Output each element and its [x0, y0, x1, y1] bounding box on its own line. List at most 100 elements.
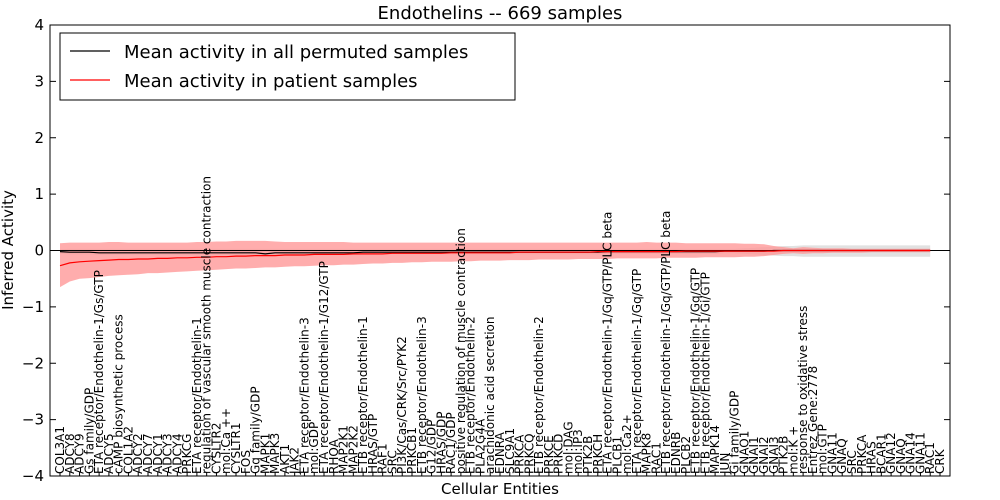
x-tick-label: regulation of vascular smooth muscle con… — [200, 176, 214, 474]
x-tick-label: PRKCD — [552, 434, 566, 474]
x-tick-label: ETA receptor/Endothelin-1/Gs/GTP — [92, 270, 106, 474]
x-axis-label: Cellular Entities — [441, 480, 559, 498]
x-tick-label: Gi family/GDP — [728, 391, 742, 474]
x-tick-label: FOS — [239, 450, 253, 474]
x-tick-label: mol:IP3 — [571, 429, 585, 474]
legend-frame — [59, 32, 516, 101]
x-tick-label: CRK — [933, 448, 947, 474]
x-tick-label: Entrez Gene:2778 — [806, 366, 820, 474]
x-tick-label: ETB receptor/Endothelin-2 — [532, 316, 546, 474]
x-tick-label: RAF1 — [376, 443, 390, 474]
x-tick-label: SRC — [845, 450, 859, 474]
x-tick-label: ADCY5 — [102, 433, 116, 474]
x-tick-label: RHOA — [327, 438, 341, 474]
x-tick-label: ETA receptor/Endothelin-3 — [297, 317, 311, 474]
x-tick-label: response to oxidative stress — [796, 306, 810, 474]
x-tick-label: HRAS — [865, 441, 879, 474]
x-tick-label: GNA14 — [904, 432, 918, 474]
y-tick-label: −1 — [22, 298, 44, 316]
x-tick-label: mol:Ca2+ — [620, 414, 634, 474]
x-tick-label: HRAS/GDP — [434, 411, 448, 474]
x-tick-label: ADCY3 — [161, 433, 175, 474]
x-tick-label: GNA11 — [913, 432, 927, 474]
x-tick-label: mol:K + — [786, 426, 800, 474]
x-tick-label: PRKCE — [542, 435, 556, 474]
x-tick-label: SRC — [385, 450, 399, 474]
x-tick-label: MAPK8 — [640, 433, 654, 474]
x-tick-label: PRKCG — [180, 434, 194, 474]
x-tick-label: JAK2 — [288, 447, 302, 475]
x-tick-label: PTK2B — [777, 436, 791, 474]
x-tick-label: ETB receptor/Endothelin-1/Gq/GTP/PLC bet… — [659, 211, 673, 474]
x-tick-label: mol:GDP — [307, 422, 321, 474]
patient-band — [60, 240, 931, 288]
x-tick-label: PRKCB1 — [405, 427, 419, 474]
x-tick-label: EDNRA — [493, 431, 507, 474]
x-tick-label: CYSLTR1 — [229, 423, 243, 474]
x-tick-label: COL1A2 — [121, 426, 135, 474]
x-tick-label: HRAS/GTP — [366, 414, 380, 474]
x-tick-label: MAPK3 — [268, 433, 282, 474]
x-tick-label: GNAQ — [894, 438, 908, 474]
y-tick-label: 4 — [34, 16, 44, 34]
x-tick-label: Gq family/GDP — [249, 386, 263, 474]
x-tick-label: COL3A1 — [53, 426, 67, 474]
x-tick-label: GNA11 — [825, 432, 839, 474]
x-tick-label: GNAO1 — [737, 431, 751, 474]
x-tick-label: PRKCH — [591, 434, 605, 474]
x-tick-label: PLCB2 — [679, 436, 693, 474]
x-tick-label: mol:Ca ++ — [219, 408, 233, 474]
x-tick-label: JUN — [718, 453, 732, 475]
x-tick-label: CYSLTR2 — [209, 423, 223, 474]
x-tick-label: ETA receptor/Endothelin-1/G12/GTP — [317, 261, 331, 474]
legend-label-patient: Mean activity in patient samples — [124, 71, 418, 92]
y-tick-label: −2 — [22, 354, 44, 372]
x-tick-label: ETB receptor/Endothelin-1/Gi/GTP — [698, 272, 712, 474]
x-tick-label: ADCY9 — [73, 433, 87, 474]
x-tick-label: mol:GTP — [816, 424, 830, 474]
x-tick-label: arachidonic acid secretion — [483, 317, 497, 474]
x-tick-label: GNAI2 — [757, 436, 771, 474]
x-tick-label: AKT1 — [278, 444, 292, 474]
x-tick-label: G12/GDP — [425, 420, 439, 474]
legend-label-permuted: Mean activity in all permuted samples — [124, 42, 468, 63]
x-tick-label: ETB receptor/Endothelin-2 — [464, 316, 478, 474]
x-tick-label: ETB receptor/Endothelin-1 — [356, 316, 370, 474]
x-tick-label: ETA receptor/Endothelin-1/Gq/GTP/PLC bet… — [601, 212, 615, 474]
x-tick-label: ADCY2 — [131, 433, 145, 474]
x-tick-label: positive regulation of muscle contractio… — [454, 228, 468, 474]
legend: Mean activity in all permuted samples Me… — [59, 32, 516, 101]
x-tick-label: RAC1 — [923, 442, 937, 474]
x-tick-label: ADCY8 — [63, 433, 77, 474]
y-tick-label: −3 — [22, 411, 44, 429]
x-tick-label: BCAR1 — [874, 433, 888, 474]
x-tick-label: PLCB1 — [610, 436, 624, 474]
series-lines — [50, 249, 950, 267]
x-tick-label: ETB receptor/Endothelin-3 — [415, 316, 429, 474]
chart-title: Endothelins -- 669 samples — [378, 3, 623, 24]
y-axis-ticks: −4 −3 −2 −1 0 1 2 3 4 — [22, 16, 950, 485]
y-tick-label: 2 — [34, 129, 44, 147]
x-tick-label: GNAQ — [835, 438, 849, 474]
x-tick-label: RAC1 — [649, 442, 663, 474]
x-tick-label: MAPK14 — [708, 425, 722, 474]
x-tick-label: Gs family/GDP — [82, 388, 96, 474]
x-tick-label: MAP2K1 — [337, 425, 351, 474]
x-tick-label: cAMP biosynthetic process — [112, 314, 126, 474]
x-tick-label: ADCY7 — [141, 433, 155, 474]
x-tick-label: PLA2G4A — [473, 418, 487, 474]
x-tick-label: GNAI1 — [747, 436, 761, 474]
x-tick-label: EDNRB — [669, 432, 683, 474]
x-tick-label: ADCY1 — [151, 433, 165, 474]
x-tick-label: MAPK1 — [258, 433, 272, 474]
y-tick-label: 3 — [34, 72, 44, 90]
x-tick-label: GNA12 — [884, 432, 898, 474]
x-tick-label: MAP2K2 — [346, 425, 360, 474]
x-tick-label: ADCY4 — [170, 433, 184, 474]
x-tick-label: PRKCA — [855, 434, 869, 474]
x-tick-label: mol:DAG — [561, 421, 575, 474]
x-tick-label: ETA receptor/Endothelin-1/Gq/GTP — [630, 269, 644, 474]
x-tick-label: PI3K/Cas/CRK/Src/PYK2 — [395, 336, 409, 474]
x-tick-label: PTK2B — [581, 436, 595, 474]
